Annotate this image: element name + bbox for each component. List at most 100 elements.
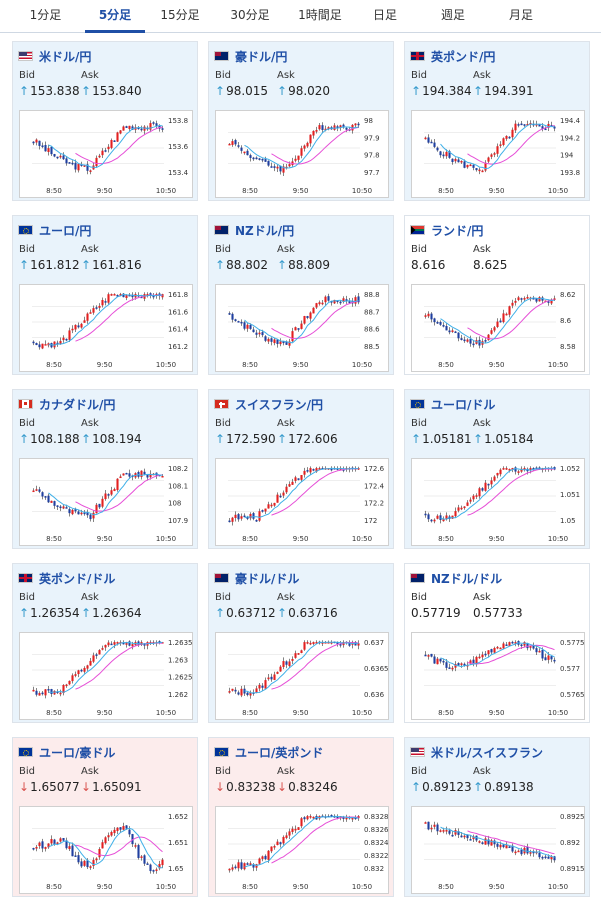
rate-card[interactable]: NZドル/円 Bid Ask ↑88.802 ↑88.809 88.8 88.7 88.6 88…	[208, 215, 394, 375]
pair-title[interactable]: ユーロ/英ポンド	[214, 744, 323, 760]
tab-4[interactable]: 1時間足	[298, 8, 342, 22]
rate-card[interactable]: 豪ドル/ドル Bid Ask ↑0.63712 ↑0.63716 0.637 0.6365 0…	[208, 563, 394, 723]
tab-0[interactable]: 1分足	[29, 8, 62, 22]
tab-6[interactable]: 週足	[440, 8, 465, 22]
up-arrow-icon: ↑	[215, 84, 226, 98]
price-chart[interactable]: 1.652 1.651 1.65 8:50 9:50 10:50	[19, 806, 193, 894]
pair-name[interactable]: カナダドル/円	[39, 397, 116, 412]
pair-title[interactable]: ユーロ/豪ドル	[18, 744, 115, 760]
candle	[481, 842, 484, 844]
pair-name[interactable]: ユーロ/英ポンド	[235, 745, 324, 760]
price-chart[interactable]: 0.8328 0.8326 0.8324 0.8322 0.832 8:50 9:50 10:…	[215, 806, 389, 894]
pair-title[interactable]: 米ドル/円	[18, 48, 91, 64]
pair-name[interactable]: 豪ドル/ドル	[235, 571, 300, 586]
candle	[255, 520, 258, 522]
candle	[333, 816, 336, 818]
price-chart[interactable]: 0.8925 0.892 0.8915 8:50 9:50 10:50	[411, 806, 585, 894]
pair-title[interactable]: 英ポンド/円	[410, 48, 495, 64]
price-chart[interactable]: 1.2635 1.263 1.2625 1.262 8:50 9:50 10:50	[19, 632, 193, 720]
y-tick-label: 8.58	[560, 343, 576, 351]
tab-1[interactable]: 5分足	[85, 0, 145, 33]
tab-2[interactable]: 15分足	[160, 8, 200, 22]
pair-title[interactable]: 豪ドル/円	[214, 48, 287, 64]
rate-card[interactable]: NZドル/ドル Bid Ask 0.57719 0.57733 0.5775 0.577 0.…	[404, 563, 590, 723]
price-chart[interactable]: 108.2 108.1 108 107.9 8:50 9:50 10:50	[19, 458, 193, 546]
x-tick-label: 10:50	[548, 535, 568, 543]
ma-short-line	[48, 124, 163, 169]
rate-card[interactable]: ランド/円 Bid Ask 8.616 8.625 8.62 8.6 8.58 8:50 9:50…	[404, 215, 590, 375]
pair-title[interactable]: 米ドル/スイスフラン	[410, 744, 543, 760]
candle	[553, 298, 556, 300]
candle	[535, 467, 538, 470]
pair-title[interactable]: 豪ドル/ドル	[214, 570, 299, 586]
tab-5[interactable]: 日足	[372, 8, 397, 22]
pair-title[interactable]: NZドル/円	[214, 222, 294, 238]
rate-card[interactable]: ユーロ/ドル Bid Ask ↑1.05181 ↑1.05184 1.052 1.051 1.…	[404, 389, 590, 549]
pair-name[interactable]: 米ドル/スイスフラン	[431, 745, 544, 760]
candle	[532, 851, 535, 854]
y-tick-label: 153.6	[168, 143, 189, 151]
rate-card[interactable]: ユーロ/円 Bid Ask ↑161.812 ↑161.816 161.8 161.6 161…	[12, 215, 198, 375]
x-tick-label: 8:50	[242, 187, 258, 195]
candle	[74, 162, 77, 170]
candle	[457, 663, 460, 666]
pair-title[interactable]: ユーロ/ドル	[410, 396, 495, 412]
pair-name[interactable]: ユーロ/円	[39, 223, 92, 238]
candle	[41, 841, 44, 849]
price-chart[interactable]: 153.8 153.6 153.4 8:50 9:50 10:50	[19, 110, 193, 198]
pair-name[interactable]: 英ポンド/円	[431, 49, 496, 64]
candle	[131, 294, 134, 298]
pair-name[interactable]: 豪ドル/円	[235, 49, 288, 64]
pair-name[interactable]: NZドル/円	[235, 223, 295, 238]
rate-card[interactable]: 米ドル/円 Bid Ask ↑153.838 ↑153.840 153.8 153.6 153…	[12, 41, 198, 201]
candle	[122, 473, 125, 476]
price-chart[interactable]: 88.8 88.7 88.6 88.5 8:50 9:50 10:50	[215, 284, 389, 372]
ask-label: Ask	[277, 418, 295, 429]
price-chart[interactable]: 194.4 194.2 194 193.8 8:50 9:50 10:50	[411, 110, 585, 198]
price-chart[interactable]: 161.8 161.6 161.4 161.2 8:50 9:50 10:50	[19, 284, 193, 372]
pair-name[interactable]: ランド/円	[431, 223, 484, 238]
rate-card[interactable]: スイスフラン/円 Bid Ask ↑172.590 ↑172.606 172.6 172.4…	[208, 389, 394, 549]
pair-name[interactable]: スイスフラン/円	[235, 397, 324, 412]
tab-7[interactable]: 月足	[508, 8, 533, 22]
up-arrow-icon: ↑	[215, 432, 226, 446]
rate-card[interactable]: 米ドル/スイスフラン Bid Ask ↑0.89123 ↑0.89138 0.8925 0.…	[404, 737, 590, 897]
price-chart[interactable]: 0.5775 0.577 0.5765 8:50 9:50 10:50	[411, 632, 585, 720]
pair-title[interactable]: ユーロ/円	[18, 222, 91, 238]
candle	[113, 642, 116, 645]
candle	[490, 840, 493, 846]
pair-name[interactable]: 米ドル/円	[39, 49, 92, 64]
pair-name[interactable]: ユーロ/ドル	[431, 397, 496, 412]
price-chart[interactable]: 1.052 1.051 1.05 8:50 9:50 10:50	[411, 458, 585, 546]
pair-title[interactable]: 英ポンド/ドル	[18, 570, 115, 586]
rate-card[interactable]: カナダドル/円 Bid Ask ↑108.188 ↑108.194 108.2 108.1 1…	[12, 389, 198, 549]
pair-title[interactable]: カナダドル/円	[18, 396, 115, 412]
y-tick-label: 108.1	[168, 482, 188, 490]
rate-card[interactable]: 英ポンド/ドル Bid Ask ↑1.26354 ↑1.26364 1.2635 1.263…	[12, 563, 198, 723]
price-chart[interactable]: 172.6 172.4 172.2 172 8:50 9:50 10:50	[215, 458, 389, 546]
rate-card[interactable]: ユーロ/豪ドル Bid Ask ↓1.65077 ↓1.65091 1.652 1.651 1…	[12, 737, 198, 897]
rate-card[interactable]: 英ポンド/円 Bid Ask ↑194.384 ↑194.391 194.4 194.2 19…	[404, 41, 590, 201]
rate-card[interactable]: 豪ドル/円 Bid Ask ↑98.015 ↑98.020 98 97.9 97.8 97.7 8…	[208, 41, 394, 201]
price-chart[interactable]: 98 97.9 97.8 97.7 8:50 9:50 10:50	[215, 110, 389, 198]
ask-label: Ask	[473, 70, 491, 81]
tab-3[interactable]: 30分足	[230, 8, 270, 22]
candle	[553, 126, 556, 129]
candle	[288, 661, 291, 666]
pair-name[interactable]: 英ポンド/ドル	[39, 571, 116, 586]
price-chart[interactable]: 0.637 0.6365 0.636 8:50 9:50 10:50	[215, 632, 389, 720]
pair-title[interactable]: ランド/円	[410, 222, 483, 238]
pair-name[interactable]: ユーロ/豪ドル	[39, 745, 116, 760]
candle	[276, 494, 279, 503]
pair-title[interactable]: NZドル/ドル	[410, 570, 502, 586]
pair-title[interactable]: スイスフラン/円	[214, 396, 323, 412]
candle	[119, 827, 122, 830]
candle	[149, 864, 152, 872]
ma-short-line	[48, 641, 163, 693]
rate-card[interactable]: ユーロ/英ポンド Bid Ask ↓0.83238 ↓0.83246 0.8328 0.83…	[208, 737, 394, 897]
ask-label: Ask	[277, 244, 295, 255]
candle	[520, 298, 523, 300]
price-chart[interactable]: 8.62 8.6 8.58 8:50 9:50 10:50	[411, 284, 585, 372]
candle	[460, 663, 463, 665]
pair-name[interactable]: NZドル/ドル	[431, 571, 503, 586]
